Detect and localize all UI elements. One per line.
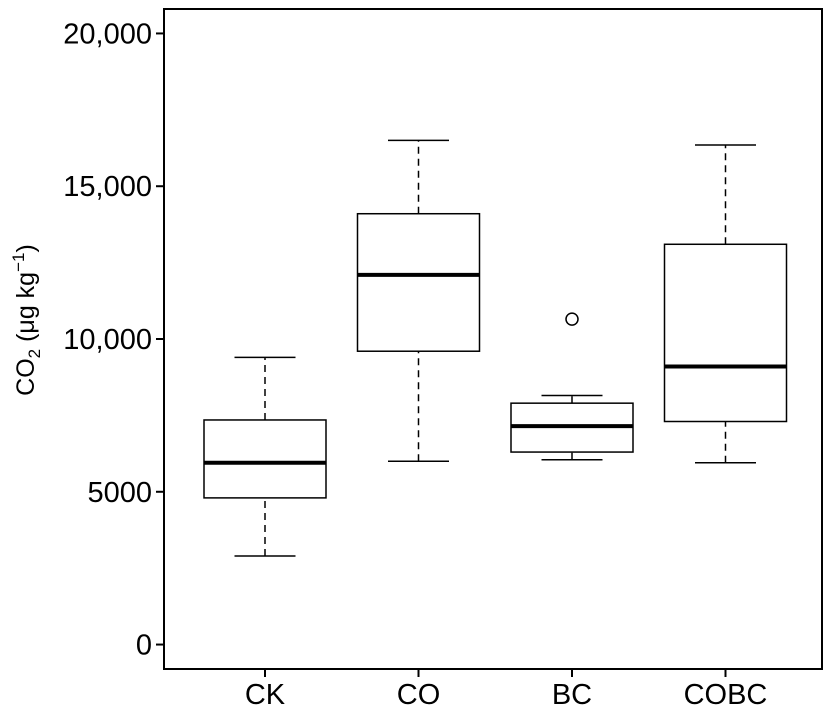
y-tick-label: 20,000 [63,18,152,50]
x-tick-label: CK [245,679,286,711]
iqr-box [663,243,788,423]
box-group-cobc [663,144,788,464]
x-tick-label: COBC [684,679,768,711]
box-group-ck [203,356,327,557]
x-tick-label: CO [397,679,441,711]
y-tick-label: 5000 [87,477,152,509]
y-axis-title-main: CO [12,358,40,396]
x-tick-label: BC [552,679,592,711]
boxes [203,139,788,557]
iqr-box [356,212,481,352]
y-axis-title-superscript: −1 [9,253,28,272]
y-tick-label: 0 [136,630,152,662]
iqr-box [203,419,327,499]
y-axis: 0 5000 10,000 15,000 20,000 [63,18,164,662]
y-tick-label: 10,000 [63,324,152,356]
y-axis-title: CO2 (μg kg−1) [9,244,44,396]
y-axis-title-unit: (μg kg [12,272,40,349]
y-tick-label: 15,000 [63,171,152,203]
x-axis: CK CO BC COBC [245,669,768,711]
y-axis-title-close: ) [12,244,40,252]
outlier-point [565,312,579,326]
y-axis-title-subscript: 2 [25,349,44,358]
box-group-bc [510,312,634,461]
box-group-co [356,139,481,462]
